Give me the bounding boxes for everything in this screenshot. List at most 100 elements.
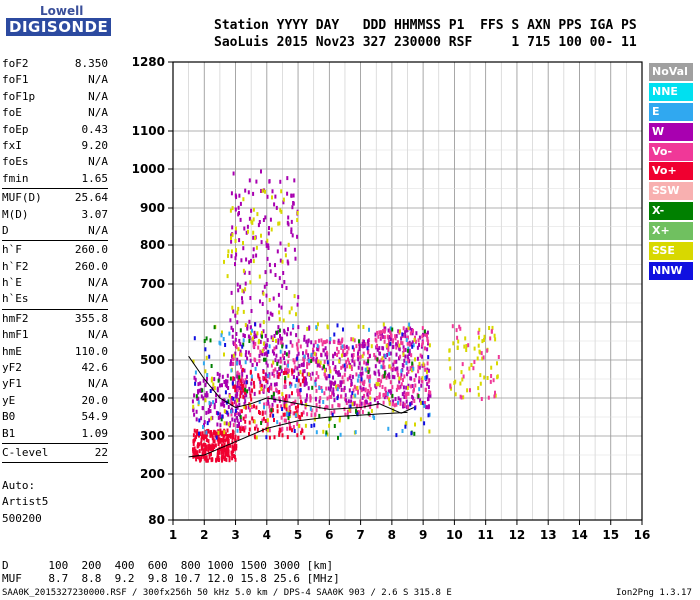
echo-point: [289, 409, 292, 414]
echo-point: [265, 378, 268, 383]
echo-point: [389, 337, 392, 342]
echo-point: [279, 334, 281, 338]
echo-point: [278, 366, 281, 371]
echo-point: [347, 357, 349, 362]
echo-point: [265, 351, 268, 356]
echo-point: [283, 418, 286, 423]
echo-point: [392, 362, 395, 367]
echo-point: [285, 344, 288, 349]
echo-point: [269, 311, 272, 316]
echo-point: [411, 331, 414, 336]
echo-point: [235, 385, 238, 390]
echo-point: [339, 383, 342, 388]
echo-point: [476, 356, 479, 361]
echo-point: [227, 441, 230, 446]
echo-point: [285, 352, 288, 357]
echo-point: [383, 326, 386, 331]
echo-point: [318, 413, 321, 418]
echo-point: [210, 432, 213, 437]
echo-point: [291, 233, 294, 238]
echo-point: [315, 388, 318, 393]
echo-point: [252, 207, 255, 212]
echo-point: [408, 348, 411, 353]
echo-point: [264, 357, 267, 362]
echo-point: [205, 444, 208, 449]
echo-point: [406, 328, 409, 333]
echo-point: [317, 359, 320, 364]
echo-point: [397, 373, 400, 378]
echo-point: [255, 245, 258, 250]
echo-point: [357, 351, 359, 356]
echo-point: [278, 396, 281, 401]
echo-point: [228, 394, 231, 399]
echo-point: [231, 225, 234, 230]
echo-point: [375, 396, 378, 400]
echo-point: [236, 418, 239, 423]
echo-point: [266, 363, 269, 368]
echo-point: [351, 391, 354, 396]
x-tick-label: 16: [634, 528, 651, 542]
echo-point: [255, 179, 258, 184]
echo-point: [242, 388, 245, 393]
echo-point: [406, 354, 409, 359]
echo-point: [232, 376, 235, 381]
echo-point: [282, 271, 285, 275]
echo-point: [458, 324, 461, 329]
echo-point: [291, 369, 294, 374]
echo-point: [383, 370, 386, 375]
echo-point: [330, 384, 332, 389]
echo-point: [326, 405, 329, 410]
param-row: foEp 0.43: [2, 122, 108, 138]
echo-point: [259, 349, 262, 354]
echo-point: [244, 353, 247, 358]
echo-point: [281, 344, 284, 349]
echo-point: [226, 373, 229, 378]
echo-point: [409, 402, 412, 407]
echo-point: [273, 382, 276, 387]
echo-point: [478, 335, 480, 340]
echo-point: [406, 348, 409, 353]
echo-point: [493, 333, 496, 338]
trace-upper: [188, 355, 415, 414]
echo-point: [262, 329, 265, 334]
echo-point: [296, 421, 299, 426]
echo-point: [285, 398, 288, 403]
echo-point: [402, 385, 405, 390]
echo-point: [193, 375, 196, 380]
echo-point: [362, 351, 365, 356]
echo-point: [275, 338, 277, 343]
echo-point: [286, 191, 289, 196]
echo-point: [291, 205, 294, 210]
echo-point: [395, 359, 398, 364]
param-value: 1.09: [81, 426, 109, 440]
echo-point: [388, 339, 390, 344]
x-tick-label: 15: [602, 528, 619, 542]
echo-point: [324, 340, 327, 345]
echo-point: [289, 331, 292, 336]
echo-point: [284, 384, 286, 389]
echo-point: [340, 345, 343, 350]
echo-point: [333, 381, 336, 386]
echo-point: [411, 340, 414, 345]
echo-point: [279, 365, 282, 370]
echo-point: [244, 405, 247, 410]
echo-point: [209, 338, 212, 343]
echo-point: [237, 205, 240, 210]
echo-point: [352, 337, 355, 342]
echo-point: [271, 408, 274, 413]
echo-point: [470, 363, 473, 367]
echo-point: [329, 380, 332, 385]
echo-point: [202, 425, 204, 429]
echo-point: [406, 341, 409, 346]
echo-point: [271, 402, 274, 407]
echo-point: [463, 344, 466, 349]
echo-point: [397, 329, 400, 334]
echo-point: [322, 429, 325, 434]
echo-point: [239, 394, 242, 399]
echo-point: [350, 364, 353, 369]
echo-point: [326, 324, 329, 329]
echo-point: [245, 374, 248, 379]
echo-point: [266, 338, 269, 343]
echo-point: [344, 367, 347, 372]
echo-point: [261, 334, 263, 339]
